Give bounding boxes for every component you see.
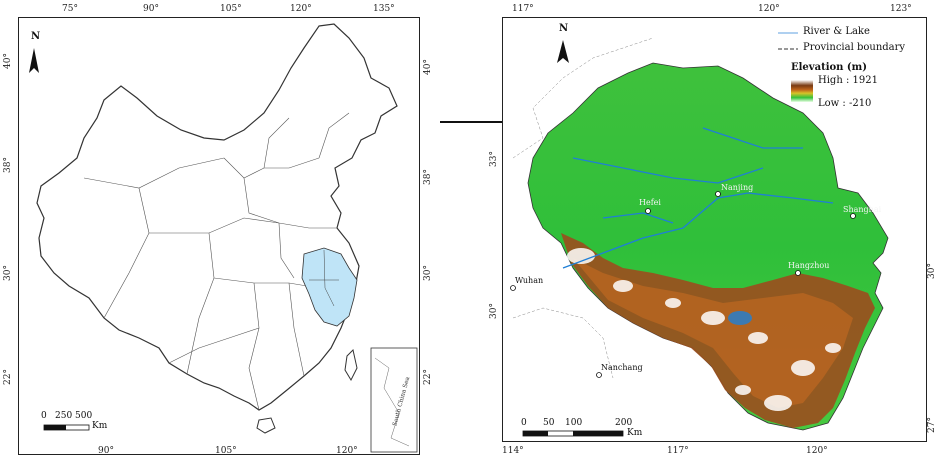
left-lat-tick-right: 40°	[422, 59, 433, 75]
right-scale-bar	[522, 430, 624, 437]
legend-high: High : 1921	[818, 75, 878, 86]
right-top-tick: 117°	[512, 4, 534, 14]
left-scale-bar	[43, 424, 90, 431]
china-map-panel: N 0 250 500 Km South China Sea	[18, 17, 420, 455]
scale-0-right: 0	[521, 418, 527, 428]
city-hangzhou: Hangzhou	[788, 261, 830, 270]
right-bottom-tick: 120°	[806, 446, 828, 456]
legend-elevation-title: Elevation (m)	[791, 62, 867, 73]
left-lat-tick-right: 38°	[422, 169, 433, 185]
elevation-colorbar	[791, 80, 813, 102]
left-lat-tick: 38°	[2, 157, 13, 173]
left-top-tick: 90°	[143, 4, 159, 14]
left-lat-tick: 30°	[2, 265, 13, 281]
scale-unit-right: Km	[627, 428, 643, 438]
left-top-tick: 135°	[373, 4, 395, 14]
north-label-right: N	[559, 23, 569, 34]
scale-200-right: 200	[615, 418, 633, 428]
elevation-map-panel: N River & Lake Provincial boundary Eleva…	[502, 17, 927, 442]
city-wuhan: Wuhan	[515, 276, 544, 285]
china-outline	[36, 23, 398, 411]
right-top-tick: 123°	[890, 4, 912, 14]
scale-250-left: 250	[55, 411, 73, 421]
province-boundaries	[83, 112, 350, 411]
city-markers	[510, 191, 856, 378]
legend-low: Low : -210	[818, 98, 872, 109]
left-bottom-tick: 105°	[215, 446, 237, 456]
snow-peaks	[567, 248, 841, 411]
north-arrow-left	[29, 48, 39, 73]
left-top-tick: 75°	[62, 4, 78, 14]
right-bottom-tick: 114°	[502, 446, 524, 456]
elevation-map-svg	[510, 32, 889, 437]
left-bottom-tick: 120°	[336, 446, 358, 456]
scale-100-right: 100	[565, 418, 583, 428]
scale-50-right: 50	[543, 418, 555, 428]
rivers	[562, 127, 834, 269]
right-lat-tick: 30°	[488, 303, 499, 319]
city-hefei: Hefei	[639, 198, 661, 207]
city-nanjing: Nanjing	[721, 183, 754, 192]
right-bottom-tick: 117°	[667, 446, 689, 456]
city-shanghai: Shanghai	[843, 205, 882, 214]
right-lat-tick-right: 27°	[926, 417, 937, 433]
study-area-highlight	[301, 247, 358, 327]
north-arrow-right	[557, 40, 569, 63]
left-lat-tick-right: 30°	[422, 265, 433, 281]
left-top-tick: 105°	[220, 4, 242, 14]
scale-unit-left: Km	[92, 421, 108, 431]
china-map-svg	[29, 23, 418, 453]
scale-0-left: 0	[41, 411, 47, 421]
taiwan-island	[344, 349, 358, 382]
lake	[728, 311, 752, 325]
right-lat-tick: 33°	[488, 151, 499, 167]
left-lat-tick: 40°	[2, 53, 13, 69]
city-nanchang: Nanchang	[601, 363, 643, 372]
legend-boundary: Provincial boundary	[803, 42, 906, 53]
hainan-island	[256, 417, 276, 434]
north-label-left: N	[31, 31, 41, 42]
right-lat-tick-right: 30°	[926, 263, 937, 279]
scale-500-left: 500	[75, 411, 93, 421]
left-top-tick: 120°	[290, 4, 312, 14]
south-china-sea-inset	[370, 347, 418, 453]
left-bottom-tick: 90°	[98, 446, 114, 456]
left-lat-tick-right: 22°	[422, 369, 433, 385]
left-lat-tick: 22°	[2, 369, 13, 385]
connector-line	[440, 121, 502, 123]
legend-river: River & Lake	[803, 26, 870, 37]
right-top-tick: 120°	[758, 4, 780, 14]
